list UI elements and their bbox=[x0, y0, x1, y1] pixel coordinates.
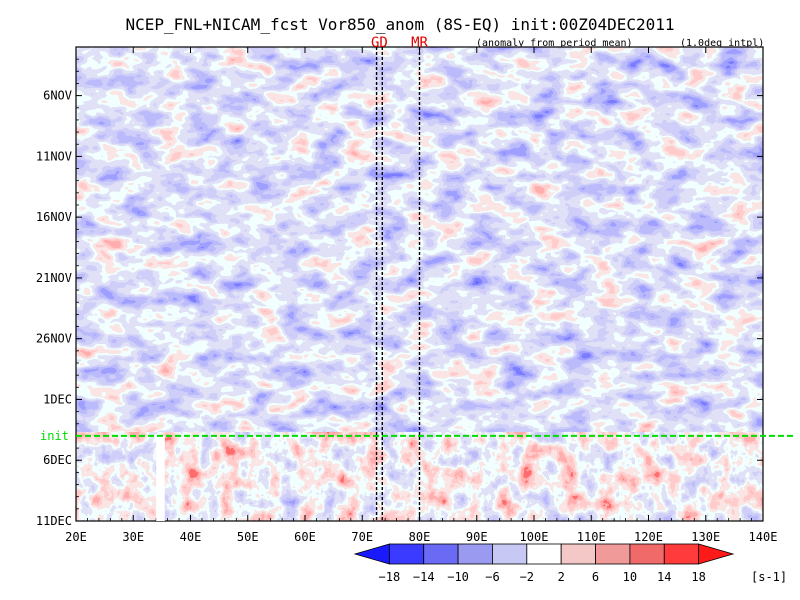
colorbar-label: −14 bbox=[413, 570, 435, 584]
missing-data-band bbox=[156, 435, 165, 521]
colorbar-swatch bbox=[423, 543, 459, 565]
x-tick-label: 30E bbox=[122, 530, 144, 544]
x-tick-label: 120E bbox=[634, 530, 663, 544]
colorbar-label: 6 bbox=[592, 570, 599, 584]
colorbar-swatch bbox=[698, 543, 735, 565]
colorbar-swatch bbox=[457, 543, 493, 565]
y-tick-label: 6DEC bbox=[43, 453, 72, 467]
x-tick-label: 40E bbox=[180, 530, 202, 544]
y-tick-label: 11DEC bbox=[36, 514, 72, 528]
x-tick-label: 110E bbox=[577, 530, 606, 544]
x-tick-label: 90E bbox=[466, 530, 488, 544]
marker-label: GD bbox=[371, 35, 388, 51]
colorbar-label: −6 bbox=[485, 570, 499, 584]
colorbar-swatch bbox=[560, 543, 596, 565]
colorbar-swatch bbox=[388, 543, 425, 565]
y-tick-label: 21NOV bbox=[36, 271, 72, 285]
y-tick-label: 16NOV bbox=[36, 210, 72, 224]
colorbar-unit: [s-1] bbox=[751, 570, 787, 584]
colorbar-swatch bbox=[595, 543, 631, 565]
colorbar-label: 10 bbox=[623, 570, 637, 584]
colorbar-label: −2 bbox=[520, 570, 534, 584]
colorbar-swatch bbox=[526, 543, 562, 565]
colorbar-label: 2 bbox=[558, 570, 565, 584]
x-tick-label: 80E bbox=[409, 530, 431, 544]
chart-subtitle-left: (anomaly from period mean) bbox=[476, 38, 633, 49]
y-tick-label: 26NOV bbox=[36, 332, 72, 346]
colorbar-swatch bbox=[629, 543, 665, 565]
colorbar-swatch bbox=[353, 543, 390, 565]
colorbar-swatch bbox=[663, 543, 700, 565]
colorbar-swatch bbox=[492, 543, 528, 565]
colorbar-label: 14 bbox=[657, 570, 671, 584]
x-tick-label: 130E bbox=[691, 530, 720, 544]
x-tick-label: 70E bbox=[351, 530, 373, 544]
y-tick-label: 6NOV bbox=[43, 89, 72, 103]
y-tick-label: 1DEC bbox=[43, 392, 72, 406]
y-tick-label: 11NOV bbox=[36, 149, 72, 163]
x-tick-label: 100E bbox=[520, 530, 549, 544]
colorbar-label: 18 bbox=[691, 570, 705, 584]
x-tick-label: 140E bbox=[749, 530, 778, 544]
marker-label: MR bbox=[411, 35, 428, 51]
x-tick-label: 50E bbox=[237, 530, 259, 544]
x-tick-label: 20E bbox=[65, 530, 87, 544]
chart-title: NCEP_FNL+NICAM_fcst Vor850_anom (8S-EQ) … bbox=[125, 15, 674, 34]
x-tick-label: 60E bbox=[294, 530, 316, 544]
colorbar-label: −10 bbox=[447, 570, 469, 584]
init-label: init bbox=[40, 429, 69, 443]
chart-subtitle-right: (1.0deg intpl) bbox=[680, 38, 764, 49]
colorbar-label: −18 bbox=[379, 570, 401, 584]
forecast-field bbox=[76, 432, 763, 521]
